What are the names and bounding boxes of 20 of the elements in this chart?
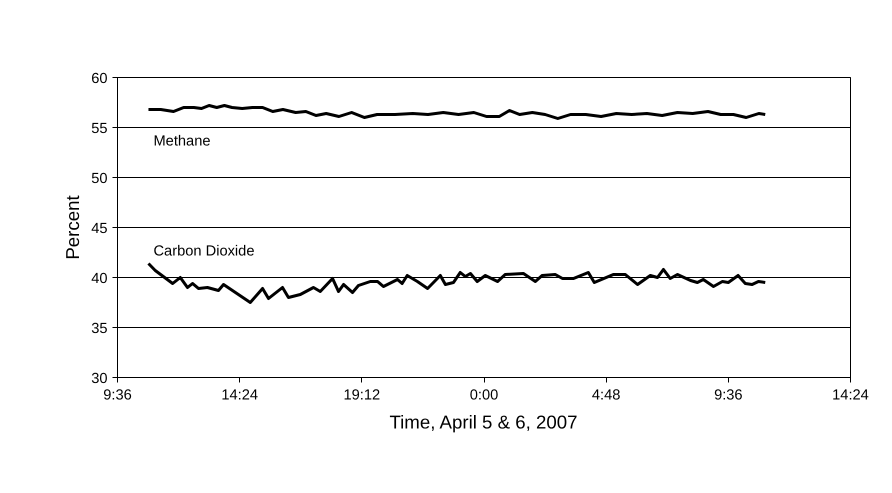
y-tick-label: 40 [91, 271, 108, 287]
y-tick-label: 35 [91, 321, 108, 337]
x-axis-title: Time, April 5 & 6, 2007 [389, 412, 578, 432]
x-tick-label: 9:36 [714, 388, 743, 404]
series-label: Carbon Dioxide [153, 244, 254, 260]
y-tick-label: 30 [91, 371, 108, 387]
x-tick-label: 14:24 [221, 388, 258, 404]
x-tick-label: 19:12 [343, 388, 380, 404]
x-tick-label: 14:24 [832, 388, 869, 404]
series-label: Methane [153, 134, 211, 150]
line-series [146, 262, 767, 304]
x-tick-label: 0:00 [470, 388, 498, 404]
x-tick-label: 4:48 [592, 388, 620, 404]
x-tick-label: 9:36 [103, 388, 132, 404]
y-tick-label: 60 [91, 71, 108, 87]
line-series [146, 104, 767, 120]
y-tick-label: 45 [91, 221, 108, 237]
y-axis-title: Percent [62, 194, 84, 260]
y-tick-label: 55 [91, 121, 108, 137]
y-tick-label: 50 [91, 171, 108, 187]
